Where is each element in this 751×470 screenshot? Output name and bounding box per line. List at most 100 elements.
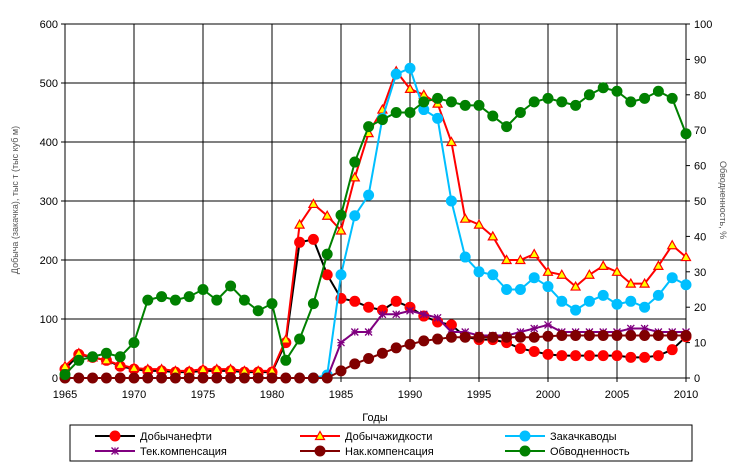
y-right-tick-label: 100 — [694, 19, 712, 31]
data-point — [183, 291, 195, 303]
data-point — [639, 330, 651, 342]
x-tick-label: 2010 — [674, 389, 698, 401]
data-point — [528, 272, 540, 284]
legend-label: Добычажидкости — [345, 431, 432, 443]
data-point — [183, 372, 195, 384]
data-point — [294, 333, 306, 345]
y-left-axis-title: Добыча (закачка), тыс т (тыс куб м) — [10, 126, 20, 274]
x-tick-label: 1995 — [467, 389, 491, 401]
data-point — [169, 294, 181, 306]
data-point — [266, 372, 278, 384]
legend-item: Нак.компенсация — [300, 445, 434, 458]
data-point — [528, 96, 540, 108]
x-tick-label: 1975 — [191, 389, 215, 401]
y-left-tick-label: 500 — [40, 78, 58, 90]
series-line — [313, 66, 687, 379]
data-point — [680, 251, 692, 262]
data-point — [238, 294, 250, 306]
data-point — [349, 171, 361, 182]
data-point — [390, 295, 402, 307]
data-point — [666, 239, 678, 250]
x-tick-label: 2005 — [605, 389, 629, 401]
data-point — [419, 310, 428, 319]
data-point — [611, 350, 623, 362]
x-axis-title: Годы — [362, 412, 388, 424]
data-point — [544, 320, 552, 329]
data-point — [542, 348, 554, 360]
data-point — [514, 284, 526, 295]
data-point — [639, 277, 651, 288]
series-line — [64, 86, 687, 376]
data-point — [652, 350, 664, 362]
data-point — [404, 338, 416, 350]
x-tick-label: 1970 — [122, 389, 146, 401]
data-point — [307, 298, 319, 310]
data-point — [583, 295, 595, 307]
data-point — [418, 335, 430, 347]
data-point — [666, 344, 678, 356]
legend-swatch-marker — [314, 430, 326, 441]
data-point — [487, 331, 499, 343]
data-point — [625, 277, 637, 288]
data-point — [528, 345, 540, 357]
data-point — [364, 328, 373, 336]
data-point — [652, 330, 664, 342]
y-left-tick-label: 600 — [40, 19, 58, 31]
data-point — [363, 301, 375, 313]
legend-label: Нак.компенсация — [345, 446, 434, 458]
data-point — [542, 330, 554, 342]
data-point — [501, 254, 513, 265]
data-point — [556, 96, 568, 108]
data-point — [556, 330, 568, 342]
y-right-tick-label: 90 — [694, 54, 706, 66]
y-right-tick-label: 80 — [694, 90, 706, 102]
data-point — [335, 365, 347, 377]
y-left-tick-label: 0 — [52, 373, 58, 385]
legend-label: Обводненность — [550, 446, 630, 458]
data-point — [473, 331, 485, 343]
data-point — [169, 372, 181, 384]
data-point — [570, 99, 582, 111]
data-point — [487, 269, 499, 281]
data-point — [514, 254, 526, 265]
data-point — [666, 92, 678, 104]
data-point — [59, 368, 71, 380]
data-point — [337, 338, 345, 347]
data-point — [556, 350, 568, 362]
data-point — [445, 136, 457, 147]
data-point — [639, 301, 651, 313]
data-point — [321, 210, 333, 220]
data-point — [583, 89, 595, 101]
data-point — [625, 295, 637, 307]
data-point — [542, 266, 554, 276]
data-point — [583, 269, 595, 279]
y-left-tick-label: 200 — [40, 255, 58, 267]
data-point — [652, 85, 664, 97]
y-left-tick-label: 300 — [40, 196, 58, 208]
series-2 — [307, 62, 692, 384]
y-right-tick-label: 60 — [694, 161, 706, 173]
data-point — [570, 330, 582, 342]
x-tick-label: 2000 — [536, 389, 560, 401]
data-point — [211, 372, 223, 384]
data-point — [639, 92, 651, 104]
data-point — [583, 330, 595, 342]
data-point — [349, 156, 361, 168]
y-left-tick-label: 400 — [40, 137, 58, 149]
x-tick-label: 1990 — [398, 389, 422, 401]
data-point — [542, 92, 554, 104]
data-point — [570, 304, 582, 316]
data-point — [432, 333, 444, 345]
data-point — [432, 112, 444, 124]
data-point — [390, 68, 402, 80]
y-right-tick-label: 50 — [694, 196, 706, 208]
data-point — [652, 289, 664, 301]
data-point — [390, 342, 402, 354]
data-point — [225, 372, 237, 384]
y-right-tick-label: 10 — [694, 338, 706, 350]
data-point — [570, 350, 582, 362]
data-point — [114, 351, 126, 363]
data-point — [335, 269, 347, 281]
data-point — [432, 92, 444, 104]
